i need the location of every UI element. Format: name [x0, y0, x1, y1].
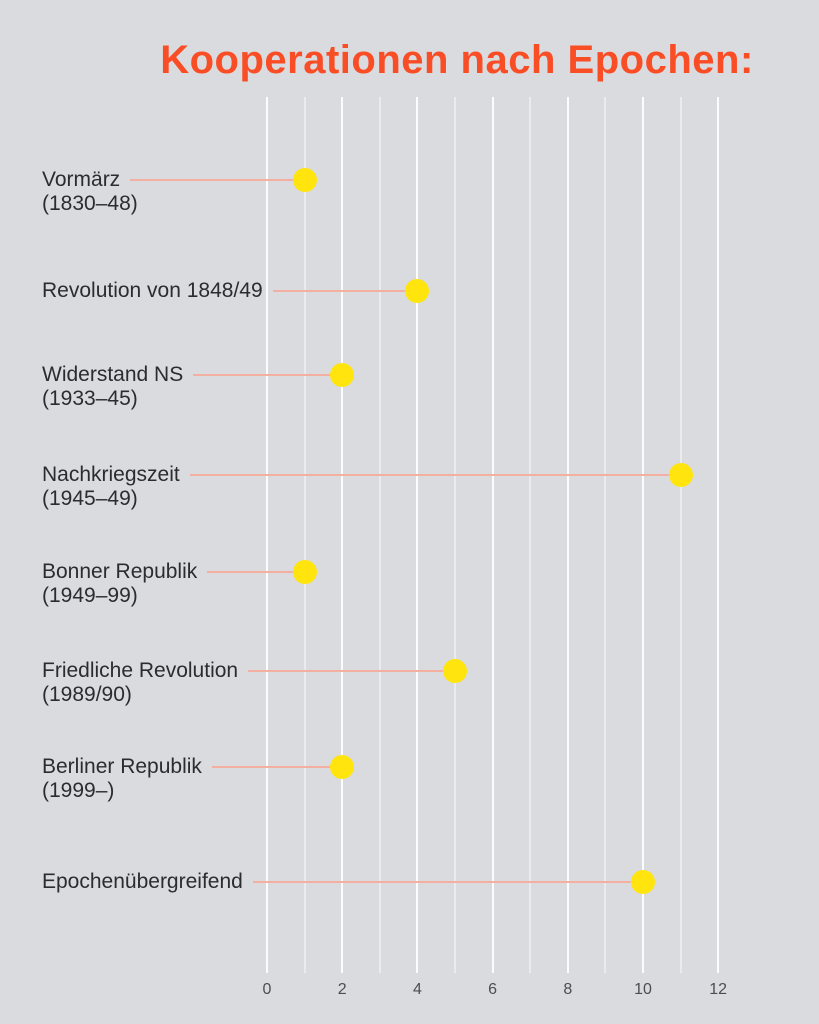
gridline	[416, 97, 419, 973]
connector-line	[248, 670, 455, 672]
connector-line	[193, 374, 343, 376]
gridline	[642, 97, 644, 973]
connector-line	[273, 290, 418, 292]
data-point-dot	[405, 279, 430, 303]
axis-tick-label: 10	[634, 981, 652, 998]
gridline	[604, 97, 607, 973]
category-sublabel: (1933–45)	[42, 387, 138, 410]
category-label: Vormärz	[42, 168, 121, 191]
gridline	[566, 97, 569, 973]
data-point-dot	[330, 755, 355, 779]
axis-tick-label: 12	[709, 981, 728, 998]
category-label: Epochenübergreifend	[42, 870, 243, 893]
axis-tick-label: 6	[488, 981, 498, 998]
data-point-dot	[443, 659, 467, 683]
gridline	[378, 97, 381, 973]
category-sublabel: (1945–49)	[42, 487, 138, 510]
data-point-dot	[292, 560, 317, 584]
connector-line	[130, 179, 305, 181]
connector-line	[253, 881, 643, 883]
data-point-dot	[330, 363, 355, 387]
category-label: Widerstand NS	[42, 363, 184, 386]
category-sublabel: (1830–48)	[42, 192, 138, 215]
gridline	[529, 97, 532, 973]
gridline	[491, 97, 494, 973]
gridline	[303, 97, 306, 973]
data-point-dot	[631, 870, 655, 894]
gridline	[341, 97, 344, 973]
gridline	[679, 97, 682, 973]
category-label: Nachkriegszeit	[42, 463, 180, 486]
category-sublabel: (1999–)	[42, 779, 115, 802]
axis-tick-label: 8	[563, 981, 573, 998]
connector-line	[190, 474, 681, 476]
gridline	[717, 97, 720, 973]
connector-line	[207, 571, 305, 573]
data-point-dot	[668, 463, 693, 487]
category-sublabel: (1949–99)	[42, 584, 138, 607]
chart-title: Kooperationen nach Epochen:	[160, 38, 754, 82]
category-label: Bonner Republik	[42, 560, 198, 583]
category-label: Friedliche Revolution	[42, 659, 239, 682]
category-label: Berliner Republik	[42, 755, 202, 778]
category-label: Revolution von 1848/49	[42, 279, 263, 302]
data-point-dot	[292, 168, 317, 192]
gridline	[266, 97, 268, 973]
axis-tick-label: 4	[412, 981, 422, 998]
connector-line	[212, 766, 343, 768]
category-sublabel: (1989/90)	[42, 683, 132, 706]
axis-tick-label: 2	[337, 981, 347, 998]
gridline	[454, 97, 456, 973]
axis-tick-label: 0	[262, 981, 272, 998]
